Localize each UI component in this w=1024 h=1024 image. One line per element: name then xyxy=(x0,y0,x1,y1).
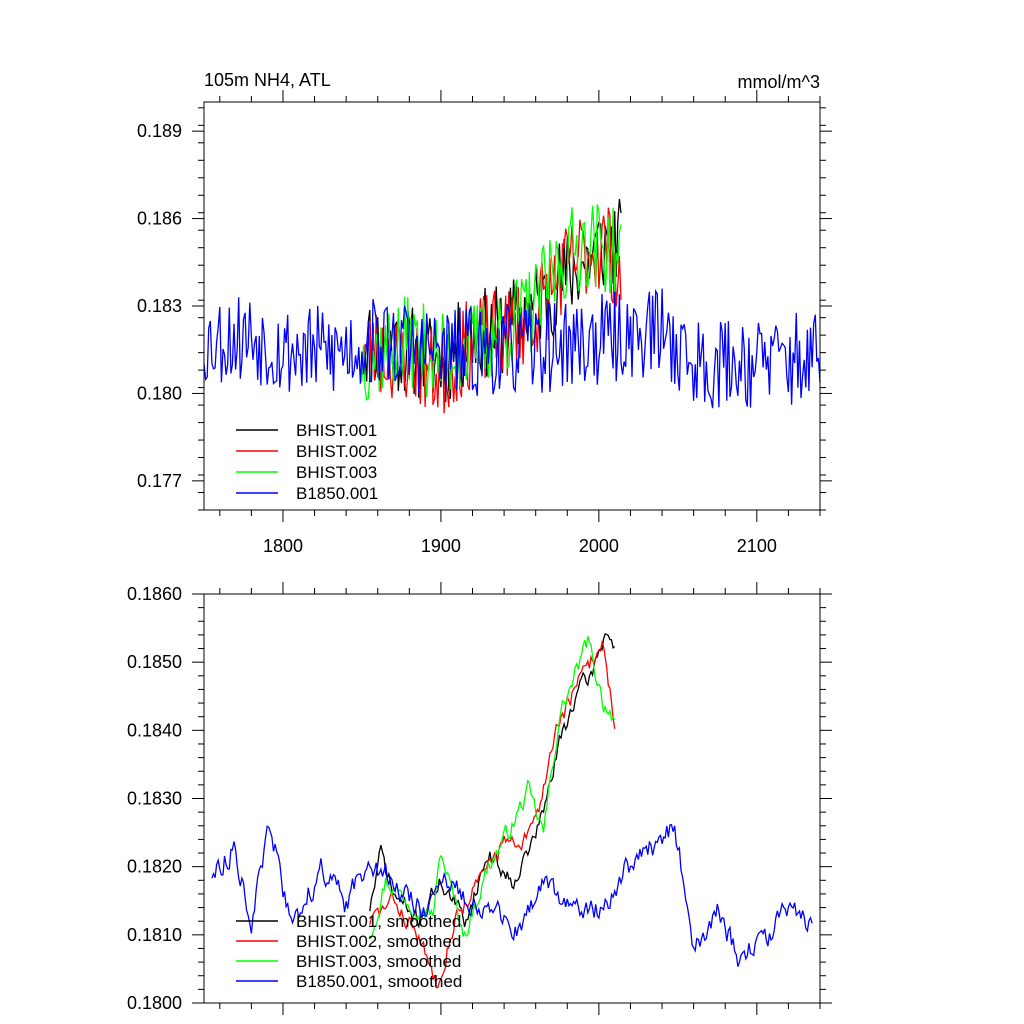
top-xtick-label: 1800 xyxy=(263,536,303,556)
bottom-ytick-label: 0.1840 xyxy=(127,720,182,740)
top-xtick-label: 2000 xyxy=(579,536,619,556)
top-legend-label: B1850.001 xyxy=(296,484,378,503)
top-series-line-3 xyxy=(361,204,622,401)
top-series-group xyxy=(203,198,821,414)
bottom-legend-label: BHIST.001, smoothed xyxy=(296,912,461,931)
bottom-legend-label: BHIST.003, smoothed xyxy=(296,952,461,971)
top-legend-label: BHIST.003 xyxy=(296,463,377,482)
bottom-legend-label: BHIST.002, smoothed xyxy=(296,932,461,951)
top-ytick-label: 0.186 xyxy=(137,209,182,229)
top-ytick-label: 0.189 xyxy=(137,121,182,141)
bottom-ytick-label: 0.1830 xyxy=(127,789,182,809)
top-xtick-label: 1900 xyxy=(421,536,461,556)
bottom-series-group xyxy=(211,633,813,989)
bottom-ytick-label: 0.1820 xyxy=(127,857,182,877)
bottom-series-line-4 xyxy=(211,823,813,967)
top-title: 105m NH4, ATL xyxy=(204,70,331,90)
bottom-plot-frame xyxy=(203,593,821,1004)
bottom-ticks-group: 0.1800 0.1810 0.1820 0.1830 0.1840 0.1850 0.18… xyxy=(127,582,832,1015)
bottom-legend-label: B1850.001, smoothed xyxy=(296,972,462,991)
top-legend-label: BHIST.002 xyxy=(296,442,377,461)
bottom-ytick-label: 0.1800 xyxy=(127,993,182,1013)
top-units: mmol/m^3 xyxy=(738,72,820,92)
top-ticks-group: 1800 1900 2000 2100 0.177 0.180 0.183 0.186 0.18… xyxy=(137,90,832,556)
bottom-panel: 0.1800 0.1810 0.1820 0.1830 0.1840 0.1850 0.18… xyxy=(127,582,832,1015)
bottom-ytick-label: 0.1860 xyxy=(127,584,182,604)
bottom-ytick-label: 0.1810 xyxy=(127,925,182,945)
top-ytick-label: 0.180 xyxy=(137,383,182,403)
bottom-series-line-3 xyxy=(369,636,616,939)
top-ytick-label: 0.177 xyxy=(137,471,182,491)
top-series-line-4 xyxy=(203,288,821,409)
top-panel: 105m NH4, ATL mmol/m^3 1800 1900 2000 2100 0… xyxy=(137,70,832,556)
top-xtick-label: 2100 xyxy=(737,536,777,556)
top-plot-frame xyxy=(203,101,821,511)
top-legend: BHIST.001 BHIST.002 BHIST.003 B1850.001 xyxy=(236,421,378,503)
top-ytick-label: 0.183 xyxy=(137,296,182,316)
top-legend-label: BHIST.001 xyxy=(296,421,377,440)
bottom-ytick-label: 0.1850 xyxy=(127,652,182,672)
